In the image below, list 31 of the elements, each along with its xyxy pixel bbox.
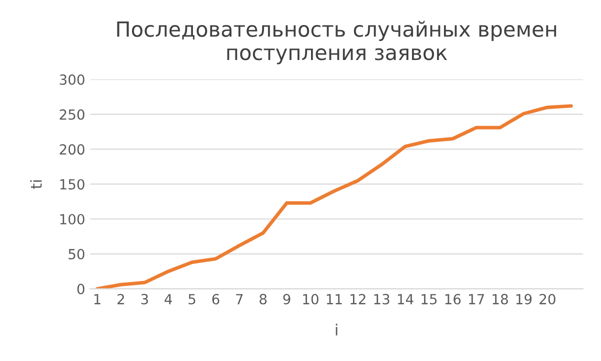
y-tick-label: 150 bbox=[60, 179, 84, 190]
x-tick-label: 7 bbox=[236, 294, 243, 304]
x-tick-label: 6 bbox=[212, 294, 220, 304]
y-tick-label: 100 bbox=[60, 214, 84, 224]
y-tick-label: 200 bbox=[60, 144, 84, 155]
x-tick-label: 17 bbox=[469, 294, 484, 304]
x-tick-label: 5 bbox=[188, 294, 196, 304]
x-tick-label: 12 bbox=[350, 294, 366, 304]
x-tick-label: 15 bbox=[422, 294, 437, 304]
x-tick-label: 13 bbox=[374, 294, 390, 304]
x-tick-label: 1 bbox=[94, 294, 100, 304]
x-tick-label: 10 bbox=[303, 294, 318, 304]
x-tick-label: 9 bbox=[283, 294, 290, 304]
chart-title: Последовательность случайных времен поступления заявок bbox=[117, 20, 556, 64]
x-tick-label: 14 bbox=[398, 294, 414, 304]
x-tick-label: 4 bbox=[164, 294, 172, 304]
x-tick-label: 11 bbox=[326, 294, 342, 304]
y-axis-title: ti bbox=[30, 180, 42, 189]
x-tick-label: 19 bbox=[516, 294, 532, 304]
x-tick-label: 3 bbox=[141, 294, 148, 304]
y-tick-label: 250 bbox=[60, 109, 84, 120]
y-tick-label: 0 bbox=[77, 284, 84, 294]
x-tick-label: 16 bbox=[445, 294, 461, 304]
y-tick-label: 300 bbox=[60, 74, 84, 85]
x-tick-label: 8 bbox=[260, 294, 267, 304]
x-axis-title: i bbox=[336, 324, 338, 336]
line-series bbox=[96, 104, 573, 289]
y-tick-label: 50 bbox=[68, 248, 84, 260]
x-tick-label: 20 bbox=[540, 294, 556, 304]
x-tick-label: 18 bbox=[492, 294, 508, 304]
x-tick-label: 2 bbox=[118, 294, 124, 304]
